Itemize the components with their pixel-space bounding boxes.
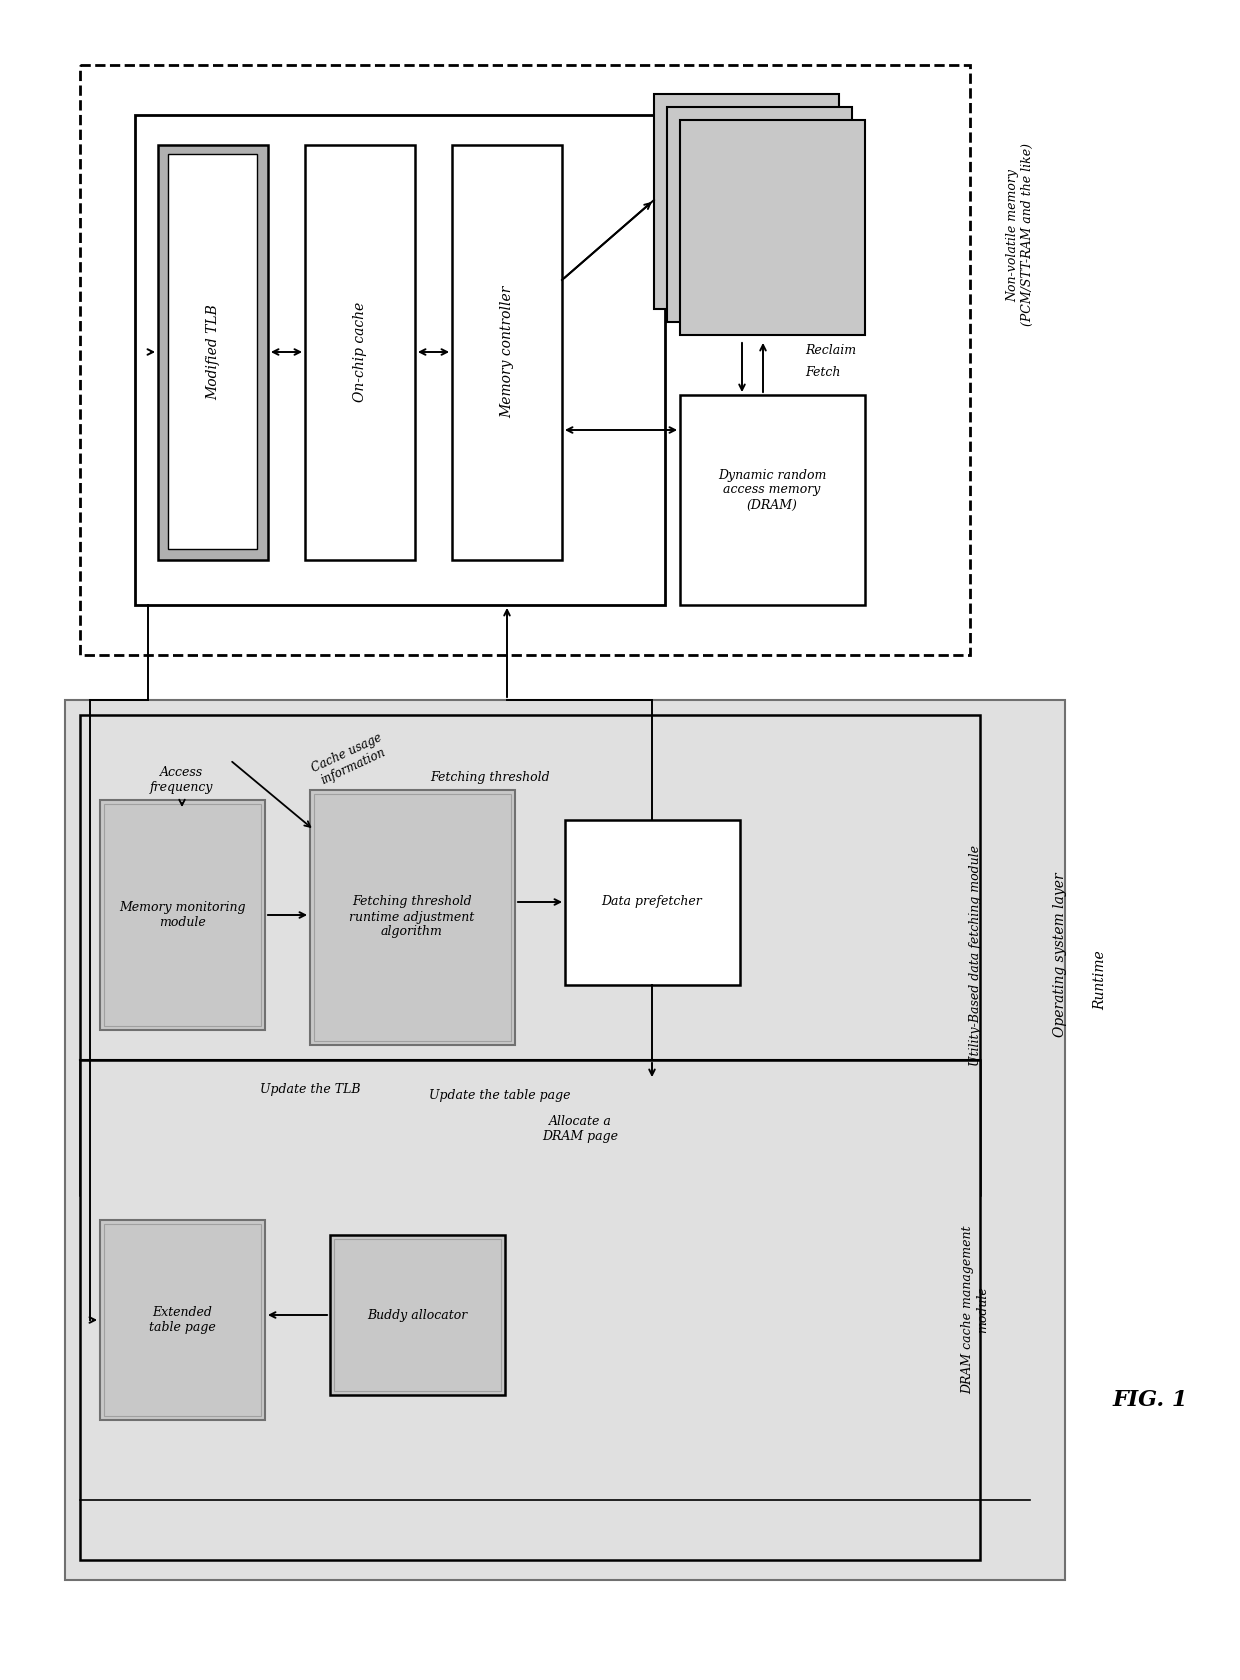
Text: Access
frequency: Access frequency: [150, 766, 213, 795]
Bar: [330, 1235, 505, 1394]
Text: Reclaim: Reclaim: [805, 343, 856, 356]
Text: Dynamic random
access memory
(DRAM): Dynamic random access memory (DRAM): [718, 469, 826, 511]
Bar: [565, 820, 740, 984]
Text: Extended
table page: Extended table page: [149, 1305, 216, 1334]
Bar: [334, 1240, 501, 1391]
Text: Fetching threshold
runtime adjustment
algorithm: Fetching threshold runtime adjustment al…: [350, 895, 475, 939]
Text: Buddy allocator: Buddy allocator: [367, 1309, 467, 1322]
Bar: [104, 805, 260, 1026]
Text: Modified TLB: Modified TLB: [206, 304, 219, 400]
Bar: [81, 716, 980, 1194]
Text: Update the TLB: Update the TLB: [259, 1084, 361, 1097]
Text: Fetching threshold: Fetching threshold: [430, 771, 549, 785]
Bar: [157, 144, 268, 559]
Bar: [314, 795, 511, 1042]
Bar: [81, 66, 970, 655]
Bar: [100, 1220, 265, 1420]
Text: Update the table page: Update the table page: [429, 1089, 570, 1102]
Text: Fetch: Fetch: [805, 366, 841, 380]
Text: Operating system layer: Operating system layer: [1053, 872, 1066, 1037]
Bar: [667, 108, 852, 323]
Bar: [64, 701, 1065, 1579]
Text: On-chip cache: On-chip cache: [353, 302, 367, 402]
Bar: [81, 1060, 980, 1561]
Bar: [100, 800, 265, 1030]
Bar: [453, 144, 562, 559]
Bar: [305, 144, 415, 559]
Text: Data prefetcher: Data prefetcher: [601, 895, 702, 909]
Bar: [104, 1225, 260, 1416]
Bar: [167, 155, 257, 549]
Text: Memory controller: Memory controller: [500, 286, 515, 418]
Bar: [653, 94, 839, 309]
Text: Allocate a
DRAM page: Allocate a DRAM page: [542, 1116, 618, 1142]
Bar: [310, 790, 515, 1045]
Text: FIG. 1: FIG. 1: [1112, 1389, 1188, 1411]
Text: Runtime: Runtime: [1092, 951, 1107, 1010]
Bar: [680, 395, 866, 605]
Text: DRAM cache management
module: DRAM cache management module: [961, 1226, 990, 1394]
Bar: [680, 119, 866, 334]
Text: Cache usage
information: Cache usage information: [310, 731, 391, 790]
Text: Non-volatile memory
(PCM/STT-RAM and the like): Non-volatile memory (PCM/STT-RAM and the…: [1006, 143, 1034, 326]
Text: Memory monitoring
module: Memory monitoring module: [119, 900, 246, 929]
Text: Utility-Based data fetching module: Utility-Based data fetching module: [968, 845, 982, 1065]
Bar: [135, 114, 665, 605]
